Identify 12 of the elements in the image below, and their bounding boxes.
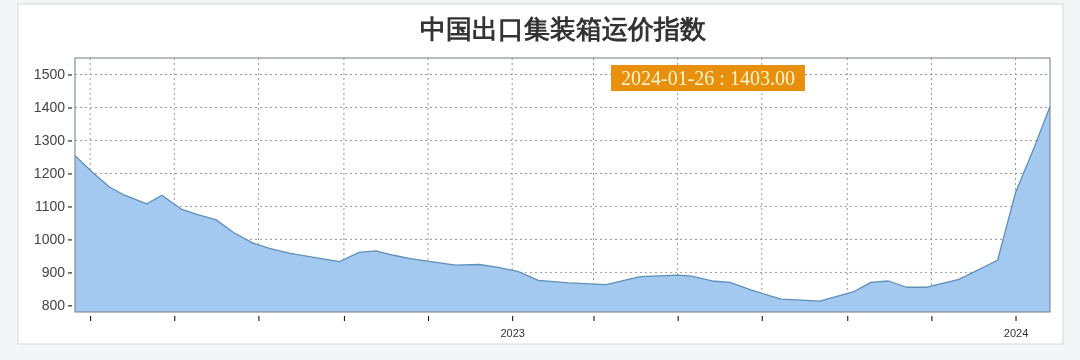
y-tick-label: 1100 xyxy=(34,198,66,215)
x-tick-label: 2023 xyxy=(500,327,525,340)
chart-title: 中国出口集装箱运价指数 xyxy=(419,14,707,44)
y-tick-label: 800 xyxy=(41,297,66,314)
annotation: 2024-01-26 : 1403.00 xyxy=(621,67,795,89)
y-tick-label: 1000 xyxy=(33,231,66,248)
x-tick-label: 2024 xyxy=(1003,327,1029,340)
y-tick-label: 900 xyxy=(41,264,66,281)
y-tick-label: 1400 xyxy=(33,99,66,116)
y-tick-label: 1500 xyxy=(33,66,66,83)
y-tick-label: 1300 xyxy=(33,132,66,149)
y-tick-label: 1200 xyxy=(33,165,66,182)
